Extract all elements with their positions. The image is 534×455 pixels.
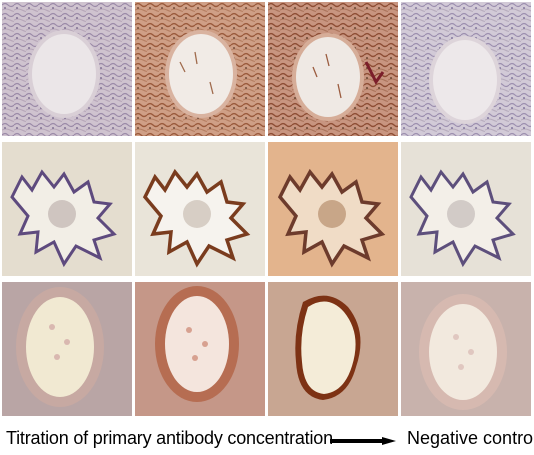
panel-r1-c2: [135, 2, 265, 136]
panel-r3-c1: [2, 282, 132, 416]
panel-r2-c4: [401, 142, 531, 276]
panel-r1-c4: [401, 2, 531, 136]
panel-r2-c3: [268, 142, 398, 276]
microscopy-panel-grid: [2, 2, 532, 417]
panel-r1-c1: [2, 2, 132, 136]
panel-r3-c3: [268, 282, 398, 416]
figure-caption: Titration of primary antibody concentrat…: [0, 422, 534, 455]
negative-control-label: Negative control: [407, 428, 534, 448]
panel-r1-c3: [268, 2, 398, 136]
panel-r2-c2: [135, 142, 265, 276]
titration-label: Titration of primary antibody concentrat…: [6, 428, 333, 448]
panel-r2-c1: [2, 142, 132, 276]
right-arrow-icon: [330, 437, 396, 445]
panel-r3-c4: [401, 282, 531, 416]
panel-r3-c2: [135, 282, 265, 416]
